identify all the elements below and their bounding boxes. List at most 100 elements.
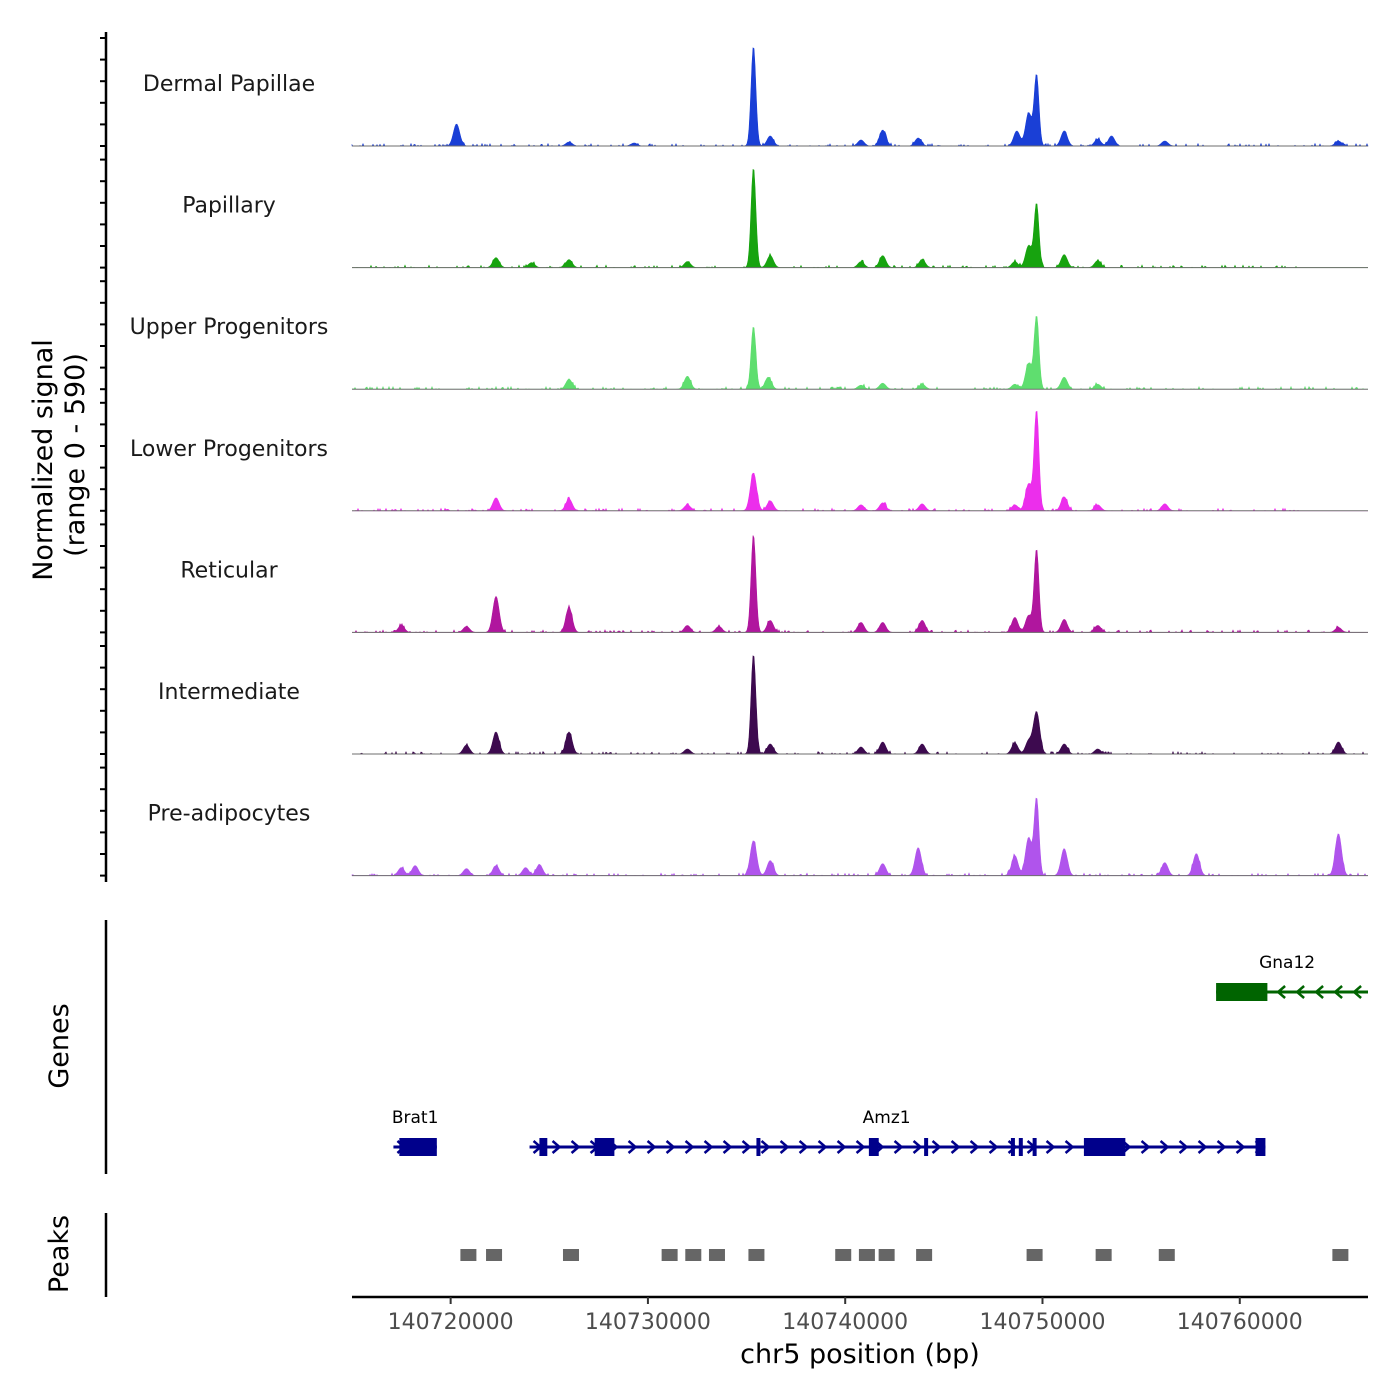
peak-block (1095, 1249, 1112, 1261)
coverage-area (351, 316, 1368, 390)
strand-arrow (1314, 985, 1324, 999)
track-label: Papillary (182, 194, 276, 219)
gene-amz1: Amz1 (529, 1108, 1266, 1156)
coverage-area (352, 168, 1368, 269)
peaks-section-label: Peaks (44, 1215, 75, 1293)
strand-arrow (817, 1140, 828, 1154)
genes-track: Gna12 Brat1 Amz1 (104, 920, 1368, 1174)
exon (1032, 1138, 1037, 1156)
exon (1010, 1138, 1015, 1156)
exon (868, 1138, 879, 1156)
exon (399, 1138, 437, 1156)
track-label: Lower Progenitors (130, 437, 328, 462)
track-label: Reticular (180, 558, 278, 583)
strand-arrow (551, 1140, 562, 1154)
x-axis: 140720000 140730000 140740000 140750000 1407… (352, 1295, 1368, 1335)
track-dermal-papillae: Dermal Papillae (100, 37, 1369, 147)
peak-block (878, 1249, 895, 1261)
coverage-area (352, 410, 1368, 512)
gene-label: Amz1 (863, 1108, 911, 1128)
peak-block (685, 1249, 702, 1261)
peak-block (708, 1249, 725, 1261)
y-axis-title-line1: Normalized signal (28, 339, 59, 581)
strand-arrow (893, 1140, 904, 1154)
exon (1216, 983, 1268, 1001)
peak-block (1026, 1249, 1043, 1261)
coverage-tracks: Dermal Papillae Papillary Upper Progenitor… (100, 32, 1369, 882)
track-label: Pre-adipocytes (148, 802, 311, 827)
track-label: Intermediate (158, 680, 300, 705)
gene-label: Brat1 (392, 1108, 439, 1128)
coverage-area (351, 797, 1368, 877)
exon (756, 1138, 761, 1156)
strand-arrow (570, 1140, 581, 1154)
track-papillary: Papillary (100, 158, 1368, 269)
gene-brat1: Brat1 (392, 1108, 439, 1156)
exon (539, 1138, 548, 1156)
strand-arrow (665, 1140, 676, 1154)
strand-arrow (779, 1140, 790, 1154)
strand-arrow (1045, 1140, 1056, 1154)
strand-arrow (1178, 1140, 1189, 1154)
x-tick-label: 140730000 (585, 1310, 711, 1335)
peaks-track (104, 1213, 1349, 1297)
coverage-area (352, 655, 1368, 755)
track-intermediate: Intermediate (100, 645, 1368, 755)
strand-arrow (760, 1140, 771, 1154)
coverage-area (352, 535, 1368, 634)
track-label: Dermal Papillae (143, 72, 315, 97)
strand-arrow (988, 1140, 999, 1154)
peak-block (916, 1249, 933, 1261)
strand-arrow (1276, 985, 1286, 999)
strand-arrow (931, 1140, 942, 1154)
strand-arrow (855, 1140, 866, 1154)
track-pre-adipocytes: Pre-adipocytes (100, 766, 1368, 877)
strand-arrow (798, 1140, 809, 1154)
strand-arrow (684, 1140, 695, 1154)
track-upper-progenitors: Upper Progenitors (100, 280, 1368, 391)
exon (924, 1138, 929, 1156)
peak-block (1332, 1249, 1349, 1261)
gene-gna12: Gna12 (1216, 953, 1368, 1001)
exon (594, 1138, 615, 1156)
strand-arrow (1197, 1140, 1208, 1154)
y-axis-title-line2: (range 0 - 590) (60, 353, 91, 557)
strand-arrow (646, 1140, 657, 1154)
strand-arrow (950, 1140, 961, 1154)
x-tick-label: 140720000 (388, 1310, 514, 1335)
x-tick-label: 140760000 (1177, 1310, 1303, 1335)
peak-block (858, 1249, 875, 1261)
strand-arrow (1007, 1140, 1018, 1154)
peak-block (460, 1249, 477, 1261)
peak-block (1158, 1249, 1175, 1261)
strand-arrow (836, 1140, 847, 1154)
strand-arrow (1333, 985, 1343, 999)
track-label: Upper Progenitors (130, 315, 329, 340)
x-tick-label: 140740000 (782, 1310, 908, 1335)
strand-arrow (627, 1140, 638, 1154)
strand-arrow (703, 1140, 714, 1154)
strand-arrow (1235, 1140, 1246, 1154)
strand-arrow (1140, 1140, 1151, 1154)
peak-block (748, 1249, 765, 1261)
track-reticular: Reticular (100, 523, 1368, 634)
strand-arrow (1295, 985, 1305, 999)
exon (1018, 1138, 1023, 1156)
gene-label: Gna12 (1259, 953, 1315, 973)
strand-arrow (741, 1140, 752, 1154)
strand-arrow (1216, 1140, 1227, 1154)
peak-block (486, 1249, 503, 1261)
strand-arrow (1159, 1140, 1170, 1154)
coverage-area (351, 47, 1369, 147)
strand-arrow (722, 1140, 733, 1154)
strand-arrow (1064, 1140, 1075, 1154)
peak-block (661, 1249, 678, 1261)
strand-arrow (969, 1140, 980, 1154)
exon (1083, 1138, 1126, 1156)
peak-block (562, 1249, 579, 1261)
x-axis-title: chr5 position (bp) (740, 1339, 980, 1370)
strand-arrow (1352, 985, 1362, 999)
x-tick-label: 140750000 (979, 1310, 1105, 1335)
exon (1255, 1138, 1266, 1156)
